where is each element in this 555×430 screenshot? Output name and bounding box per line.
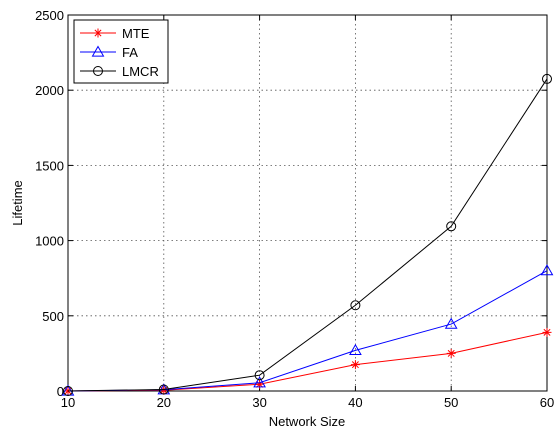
data-point-fa: [540, 264, 554, 276]
legend-entry-lmcr: LMCR: [80, 64, 159, 79]
y-tick-labels: 0 500 1000 1500 2000 2500: [35, 8, 64, 399]
x-tick-label: 40: [348, 395, 362, 410]
data-point-lmcr: [350, 300, 361, 311]
data-point-mte: [350, 360, 360, 370]
series-line-mte: [67, 331, 548, 392]
series-layer: [61, 73, 554, 396]
y-axis-label: Lifetime: [10, 180, 25, 226]
data-point-fa: [253, 376, 266, 388]
x-tick-label: 10: [61, 395, 75, 410]
data-point-lmcr: [63, 386, 73, 396]
y-tick-label: 2000: [35, 83, 64, 98]
y-tick-label: 500: [42, 309, 64, 324]
data-point-lmcr: [254, 370, 265, 381]
y-tick-label: 0: [57, 384, 64, 399]
data-point-lmcr: [158, 384, 169, 395]
series-mte: [63, 327, 552, 396]
data-point-mte: [446, 348, 456, 358]
legend-entry-fa: FA: [80, 45, 138, 60]
x-axis-label: Network Size: [269, 414, 346, 429]
y-tick-label: 1500: [35, 158, 64, 173]
legend-label-mte: MTE: [122, 26, 150, 41]
grid: [68, 15, 547, 391]
x-tick-label: 30: [252, 395, 266, 410]
legend-marker-mte: [93, 28, 103, 38]
y-tick-label: 1000: [35, 234, 64, 249]
data-point-mte: [542, 327, 552, 337]
x-tick-labels: 10 20 30 40 50 60: [61, 395, 554, 410]
series-line-fa: [67, 270, 548, 392]
data-point-fa: [349, 343, 362, 356]
series-line-lmcr: [67, 78, 548, 392]
legend-entry-mte: MTE: [80, 26, 150, 41]
y-tick-label: 2500: [35, 8, 64, 23]
legend-label-fa: FA: [122, 45, 138, 60]
legend-label-lmcr: LMCR: [122, 64, 159, 79]
data-point-fa: [444, 317, 458, 329]
x-tick-label: 60: [540, 395, 554, 410]
x-tick-label: 50: [444, 395, 458, 410]
legend-marker-lmcr: [93, 66, 103, 76]
series-lmcr: [63, 73, 552, 396]
x-tick-label: 20: [157, 395, 171, 410]
data-point-lmcr: [542, 73, 552, 84]
legend: MTE FA LMCR: [73, 19, 169, 84]
data-point-mte: [255, 379, 265, 389]
plot-frame: [67, 14, 548, 392]
legend-marker-fa: [91, 45, 105, 57]
series-fa: [61, 264, 554, 396]
data-point-lmcr: [446, 221, 457, 232]
